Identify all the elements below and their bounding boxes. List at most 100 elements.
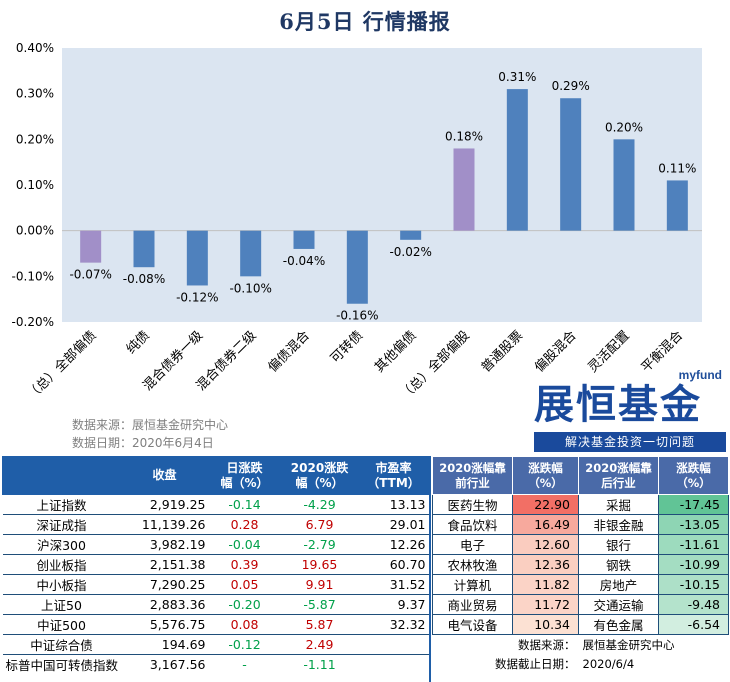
index-header-ytd: 2020涨跌 幅（%） [280,456,359,495]
table-row: 创业板指 2,151.38 0.39 19.65 60.70 [2,554,429,575]
index-pe-cell [359,655,429,675]
index-table: 收盘 日涨跌 幅（%） 2020涨跌 幅（%） 市盈率 （TTM） 上证指数 2,… [2,456,429,674]
index-day-change-cell: 0.05 [208,574,281,595]
index-day-change-cell: -0.04 [208,534,281,555]
index-pe-cell: 31.52 [358,574,429,595]
industry-top-value-cell: 11.72 [512,594,579,615]
bar-value-label: -0.10% [229,281,271,295]
index-day-change-cell: 0.28 [208,514,281,535]
index-ytd-change-cell: 9.91 [280,574,359,595]
industry-bottom-value-cell: -6.54 [658,614,729,635]
index-header-close: 收盘 [120,456,209,495]
bar-11 [613,139,635,231]
fund-return-bar-chart: 0.40% 0.30% 0.20% 0.10% 0.00% -0.10% -0.20% -0.… [12,41,702,404]
index-close-cell: 3,982.19 [120,534,209,555]
bar-9 [506,89,528,231]
bar-value-label: -0.04% [283,254,325,268]
bar-8 [453,148,475,231]
y-tick-label: 0.40% [16,41,54,55]
industry-bottom-name-cell: 银行 [578,534,659,555]
x-tick-label: 普通股票 [479,328,526,375]
data-source-footer-value: 展恒基金研究中心 [582,637,675,652]
index-close-cell: 5,576.75 [120,614,209,635]
y-tick-label: 0.00% [16,224,54,238]
industry-table-header: 2020涨幅靠 前行业 涨跌幅 （%） 2020涨幅靠 后行业 涨跌幅 （%） [432,456,729,495]
table-row: 上证50 2,883.36 -0.20 -5.87 9.37 [2,594,429,615]
industry-header-bottom-val: 涨跌幅 （%） [658,456,729,495]
table-row: 深证成指 11,139.26 0.28 6.79 29.01 [2,514,429,535]
industry-header-bottom: 2020涨幅靠 后行业 [578,456,659,495]
industry-bottom-value-cell: -13.05 [658,514,729,535]
data-source-footer: 数据来源： 展恒基金研究中心 [433,635,729,655]
bar-value-label: 0.31% [498,70,536,84]
index-pe-cell: 13.13 [358,494,429,515]
bar-5 [293,230,315,249]
table-row: 电子 12.60 银行 -11.61 [432,534,729,555]
index-header-pe: 市盈率 （TTM） [358,456,429,495]
index-pe-cell: 12.26 [358,534,429,555]
index-close-cell: 2,919.25 [120,494,209,515]
bar-value-label: -0.02% [389,245,431,259]
industry-bottom-value-cell: -10.15 [658,574,729,595]
index-header-name [2,456,121,495]
index-close-cell: 2,883.36 [120,594,209,615]
index-name-cell: 中证综合债 [2,634,121,655]
index-ytd-change-cell: -2.79 [280,534,359,555]
index-day-change-cell: -0.20 [208,594,281,615]
industry-bottom-value-cell: -10.99 [658,554,729,575]
industry-top-name-cell: 电气设备 [432,614,513,635]
brand-cn-text: 展恒基金 [534,382,702,428]
industry-top-name-cell: 农林牧渔 [432,554,513,575]
bar-value-label: 0.18% [445,129,483,143]
bar-value-label: -0.16% [336,309,378,323]
data-date-footer-value: 2020/6/4 [582,656,635,671]
index-name-cell: 沪深300 [2,534,121,555]
data-source-note: 数据来源：展恒基金研究中心 [72,418,229,432]
index-name-cell: 标普中国可转债指数 [5,658,119,673]
page-title: 6月5日 行情播报 [279,9,451,34]
table-row: 中证综合债 194.69 -0.12 2.49 [2,634,429,655]
index-close-cell: 3,167.56 [149,657,206,672]
index-pe-cell: 32.32 [358,614,429,635]
industry-bottom-name-cell: 钢铁 [578,554,659,575]
brand-logo: myfund 展恒基金 解决基金投资一切问题 [532,368,728,454]
industry-bottom-value-cell: -9.48 [658,594,729,615]
industry-bottom-value-cell: -17.45 [658,494,729,515]
bar-2 [133,230,155,268]
industry-top-name-cell: 计算机 [432,574,513,595]
industry-bottom-name-cell: 交通运输 [578,594,659,615]
industry-top-name-cell: 食品饮料 [432,514,513,535]
index-day-change-cell: -0.14 [208,494,281,515]
x-tick-label: （总）全部偏债 [24,328,100,404]
bar-value-label: 0.20% [605,120,643,134]
y-tick-label: 0.10% [16,178,54,192]
bar-6 [346,230,368,304]
industry-top-value-cell: 11.82 [512,574,579,595]
index-ytd-change-cell: 2.49 [280,634,359,655]
index-day-change-cell: -0.12 [208,634,281,655]
x-tick-label: 其他偏债 [372,328,419,375]
index-close-cell: 2,151.38 [120,554,209,575]
x-tick-label: 可转债 [328,328,366,366]
bar-10 [560,98,582,231]
industry-top-value-cell: 22.90 [512,494,579,515]
index-pe-cell: 29.01 [358,514,429,535]
index-close-cell: 7,290.25 [120,574,209,595]
table-row: 标普中国可转债指数 3,167.56 - -1.11 [3,655,429,675]
plot-area [62,48,702,322]
x-tick-label: 偏债混合 [265,328,312,375]
index-name-cell: 创业板指 [2,554,121,575]
industry-top-value-cell: 12.36 [512,554,579,575]
bar-7 [400,230,422,240]
industry-header-top: 2020涨幅靠 前行业 [432,456,513,495]
bar-value-label: -0.08% [123,272,165,286]
bar-value-label: -0.07% [69,268,111,282]
industry-top-value-cell: 12.60 [512,534,579,555]
data-date-footer-label: 数据截止日期： [495,656,576,671]
index-name-cell: 上证指数 [2,494,121,515]
index-ytd-change-cell: -4.29 [280,494,359,515]
y-tick-label: -0.10% [12,269,54,283]
industry-top-value-cell: 10.34 [512,614,579,635]
data-source-footer-label: 数据来源： [518,637,576,652]
brand-slogan: 解决基金投资一切问题 [534,432,726,452]
